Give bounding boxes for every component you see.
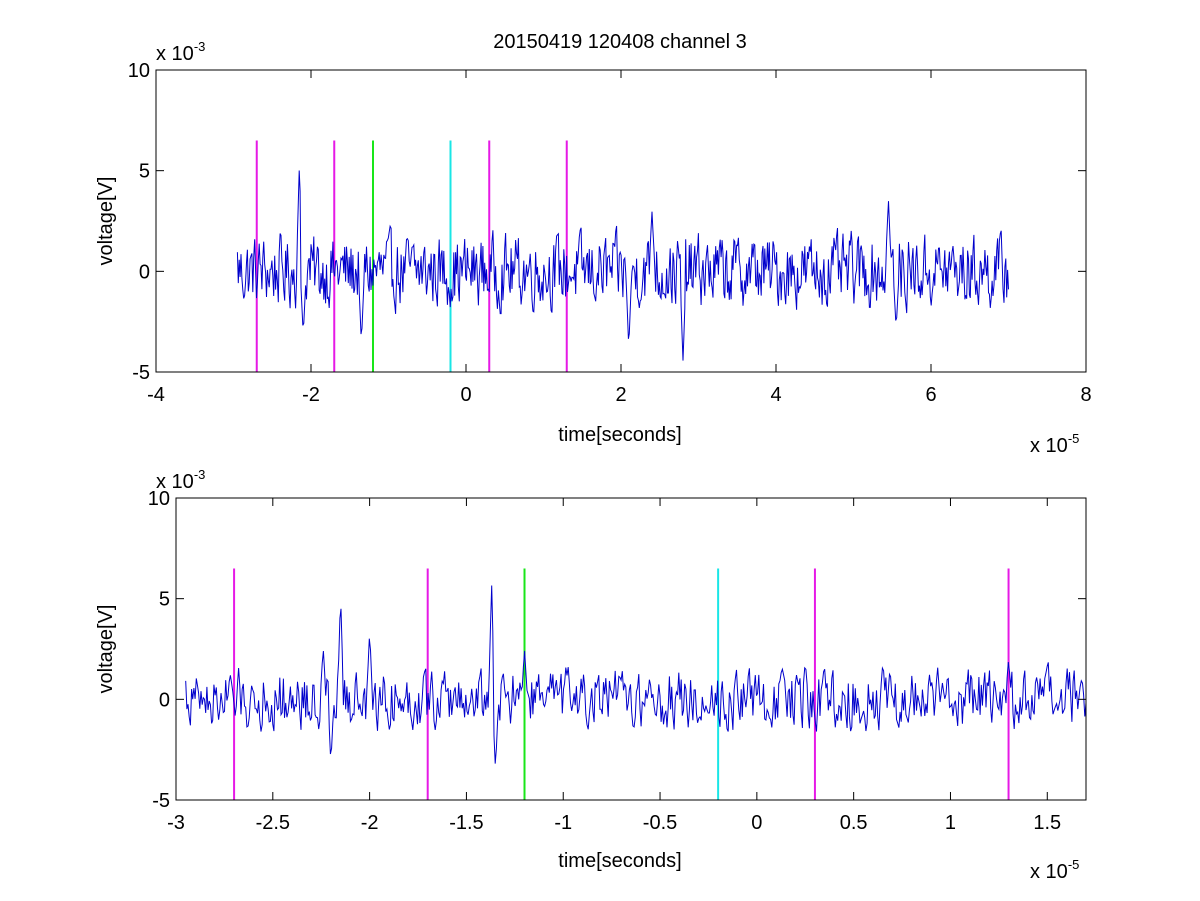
top-x-axis-label: time[seconds] [558, 424, 681, 446]
x-tick-label: 6 [925, 384, 936, 406]
x-tick-label: 1 [945, 812, 956, 834]
bottom-vertical-markers [233, 568, 1010, 800]
y-tick-label: 10 [128, 60, 150, 82]
x-tick-label: 2 [615, 384, 626, 406]
x-tick-label: -4 [147, 384, 165, 406]
bottom-axes-frame [175, 497, 1087, 801]
y-tick-label: 5 [139, 161, 150, 183]
top-y-tick-labels: -5 0 5 10 [128, 60, 150, 384]
x-tick-label: -1.5 [449, 812, 483, 834]
bottom-x-axis-label: time[seconds] [558, 850, 681, 872]
y-tick-label: -5 [152, 790, 170, 812]
x-tick-label: -0.5 [643, 812, 677, 834]
figure-title: 20150419 120408 channel 3 [493, 31, 747, 53]
x-tick-label: -1 [554, 812, 572, 834]
x-tick-label: -3 [167, 812, 185, 834]
y-tick-label: 0 [139, 261, 150, 283]
top-x-multiplier: x 10-5 [1030, 431, 1079, 457]
x-tick-label: 1.5 [1033, 812, 1061, 834]
top-y-multiplier: x 10-3 [156, 39, 205, 65]
top-x-tick-labels: -4 -2 0 2 4 6 8 [147, 384, 1091, 406]
x-tick-label: 0 [460, 384, 471, 406]
x-tick-label: 4 [770, 384, 781, 406]
bottom-y-multiplier: x 10-3 [156, 467, 205, 493]
x-tick-label: -2.5 [256, 812, 290, 834]
x-tick-label: -2 [361, 812, 379, 834]
top-signal-trace [236, 170, 1009, 361]
y-tick-label: 10 [148, 488, 170, 510]
bottom-signal-trace [185, 585, 1087, 764]
bottom-x-tick-labels: -3 -2.5 -2 -1.5 -1 -0.5 0 0.5 1 1.5 [167, 812, 1061, 834]
x-tick-label: 8 [1080, 384, 1091, 406]
y-tick-label: 0 [159, 689, 170, 711]
x-tick-label: 0.5 [840, 812, 868, 834]
bottom-x-multiplier: x 10-5 [1030, 857, 1079, 883]
top-y-axis-label: voltage[V] [95, 177, 117, 266]
bottom-tick-marks [175, 497, 1086, 801]
bottom-y-tick-labels: -5 0 5 10 [148, 488, 170, 812]
bottom-subplot: -3 -2.5 -2 -1.5 -1 -0.5 0 0.5 1 1.5 -5 0 5 10 time[s… [95, 467, 1087, 883]
bottom-y-axis-label: voltage[V] [95, 605, 117, 694]
x-tick-label: 0 [751, 812, 762, 834]
y-tick-label: 5 [159, 589, 170, 611]
top-axes-frame [155, 69, 1087, 373]
top-vertical-markers [255, 140, 568, 372]
top-subplot: -4 -2 0 2 4 6 8 -5 0 5 10 time[seconds] voltage[V… [95, 39, 1092, 457]
top-tick-marks [155, 69, 1087, 373]
x-tick-label: -2 [302, 384, 320, 406]
y-tick-label: -5 [132, 362, 150, 384]
